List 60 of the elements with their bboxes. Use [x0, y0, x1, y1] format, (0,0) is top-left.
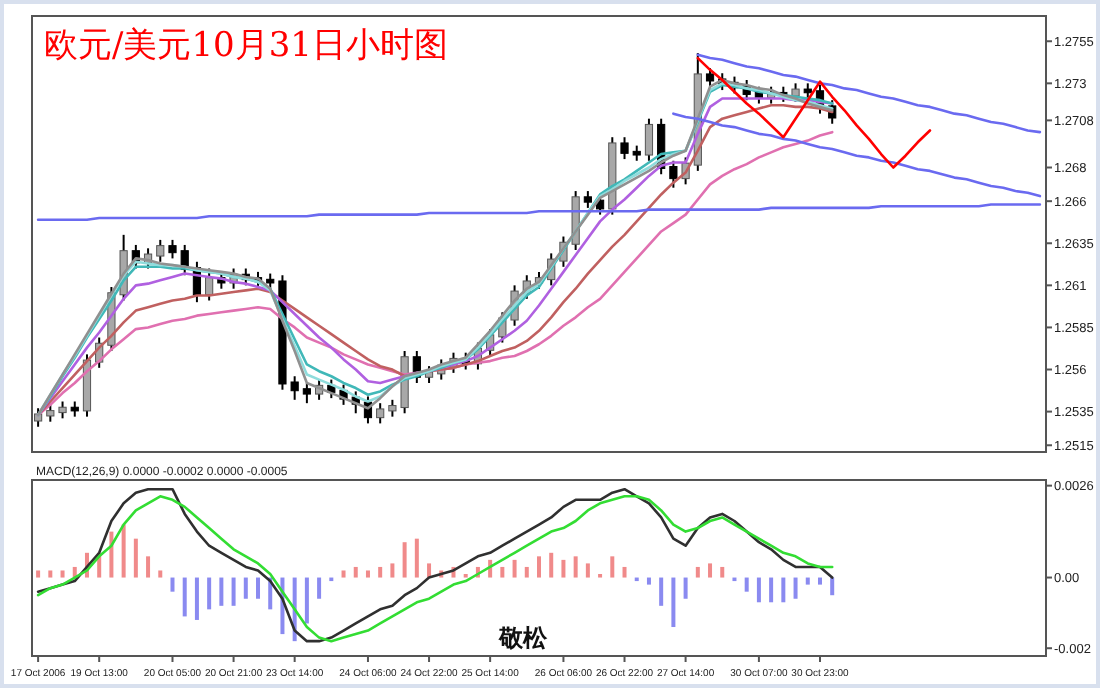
candlestick — [376, 402, 385, 425]
bar — [402, 542, 407, 578]
bar — [744, 577, 749, 592]
line-series — [672, 112, 1042, 198]
bar — [695, 566, 700, 578]
bar — [48, 570, 53, 578]
bar — [659, 577, 664, 606]
bar — [365, 570, 370, 578]
bar — [646, 577, 651, 585]
bar — [194, 577, 199, 620]
bar — [817, 577, 822, 585]
candlestick — [302, 381, 311, 405]
bar — [573, 556, 578, 578]
bar — [805, 577, 810, 585]
bar — [756, 577, 761, 603]
bar — [36, 570, 41, 578]
bar — [304, 577, 309, 624]
bar — [414, 538, 419, 578]
bar — [720, 566, 725, 578]
bar — [121, 524, 126, 578]
candlestick — [669, 159, 678, 189]
bar — [207, 577, 212, 610]
annotation: 敬松 — [497, 624, 549, 652]
bar — [378, 566, 383, 578]
bar — [146, 556, 151, 578]
bar — [170, 577, 175, 592]
bar — [561, 559, 566, 578]
bar — [610, 556, 615, 578]
bar — [353, 566, 358, 578]
bar — [256, 577, 261, 599]
bar — [109, 531, 114, 578]
bar — [622, 566, 627, 578]
bar — [708, 563, 713, 578]
bar — [60, 570, 65, 578]
line-series — [696, 56, 932, 169]
bar — [390, 563, 395, 578]
candlestick — [644, 117, 654, 162]
bar — [219, 577, 224, 606]
bar — [830, 577, 835, 596]
bar — [769, 577, 774, 603]
bar — [231, 577, 236, 606]
bar — [158, 570, 163, 578]
bar — [537, 556, 541, 578]
chart-title: 欧元/美元10月31日小时图 — [44, 26, 448, 66]
bar — [512, 559, 517, 578]
bar — [133, 538, 138, 578]
bar — [671, 577, 676, 628]
bar — [317, 577, 322, 599]
bar — [341, 570, 346, 578]
bar — [500, 566, 505, 578]
line-series — [696, 53, 1042, 134]
bar — [781, 577, 786, 603]
bar — [524, 566, 529, 578]
bar — [182, 577, 187, 617]
bar — [683, 577, 688, 599]
bar — [585, 563, 590, 578]
candlestick — [705, 67, 715, 88]
bar — [243, 577, 248, 599]
bar — [793, 577, 798, 599]
bar — [549, 552, 554, 578]
